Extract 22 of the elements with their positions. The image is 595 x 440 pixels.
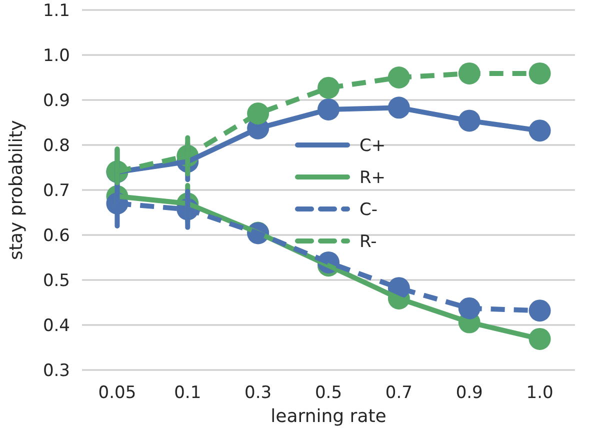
y-tick-label: 0.6 — [42, 226, 70, 246]
legend-label: C+ — [360, 136, 386, 156]
y-tick-label: 0.3 — [42, 360, 70, 381]
legend-label: C- — [360, 200, 378, 220]
y-tick-label: 0.9 — [42, 90, 70, 111]
x-tick-label: 0.3 — [244, 383, 272, 403]
x-tick-label: 1.0 — [526, 383, 554, 403]
y-tick-label: 1.1 — [42, 0, 70, 21]
y-tick-label: 0.5 — [42, 270, 70, 291]
legend-label: R- — [360, 232, 377, 252]
legend-label: R+ — [360, 168, 386, 188]
y-tick-label: 0.7 — [42, 180, 70, 201]
x-tick-label: 0.05 — [98, 383, 136, 403]
x-tick-label: 0.7 — [385, 383, 412, 403]
y-axis-title: stay probability — [6, 120, 27, 260]
x-tick-label: 0.9 — [456, 383, 483, 403]
x-tick-label: 0.1 — [174, 383, 202, 403]
y-tick-label: 0.8 — [42, 136, 70, 156]
y-tick-label: 0.4 — [42, 316, 70, 336]
x-axis-title: learning rate — [270, 406, 386, 427]
x-tick-label: 0.5 — [314, 383, 342, 403]
y-tick-label: 1.0 — [42, 46, 70, 66]
